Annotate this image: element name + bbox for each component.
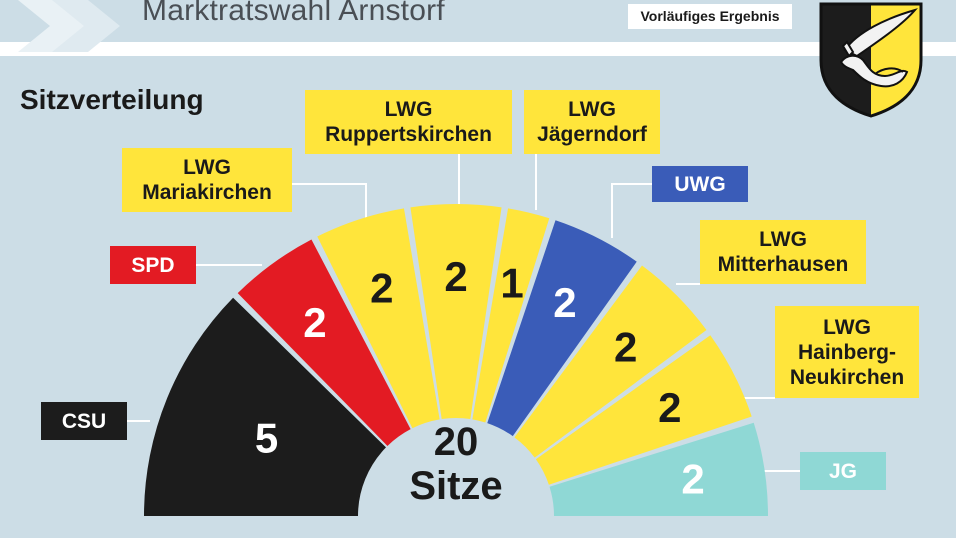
seat-number-2: 2 (370, 265, 393, 312)
party-label-1: SPD (110, 246, 196, 284)
header-divider (0, 42, 956, 56)
party-label-2-line-1: Mariakirchen (142, 181, 272, 204)
seat-slice-5 (487, 220, 637, 437)
party-label-5-line-0: UWG (674, 172, 726, 196)
total-seats: 20 Sitze (386, 420, 526, 508)
seat-number-6: 2 (614, 323, 637, 370)
label-leader-lines (127, 154, 800, 472)
party-label-3: LWG Ruppertskirchen (305, 90, 512, 154)
seat-slice-7 (535, 335, 752, 485)
total-seats-unit: Sitze (409, 464, 503, 508)
party-label-2-line-0: LWG (183, 156, 231, 179)
party-label-6: LWG Mitterhausen (700, 220, 866, 284)
seat-slice-8 (549, 422, 768, 516)
chevron-logo-icon (18, 0, 120, 52)
seat-number-1: 2 (303, 299, 326, 346)
leader-line-5 (611, 183, 652, 238)
party-label-7-line-0: LWG (823, 315, 871, 339)
party-label-4-line-1: Jägerndorf (537, 123, 647, 146)
party-label-6-line-1: Mitterhausen (717, 253, 849, 276)
seat-slice-3 (410, 204, 502, 420)
page-title: Marktratswahl Arnstorf (142, 0, 445, 27)
party-label-7-line-1: Hainberg- (797, 340, 896, 364)
seat-number-7: 2 (658, 384, 681, 431)
party-label-8-line-0: JG (828, 459, 857, 483)
seat-slice-4 (472, 208, 550, 423)
party-label-4: LWG Jägerndorf (524, 90, 660, 154)
seat-number-5: 2 (553, 279, 576, 326)
party-label-4-line-0: LWG (568, 98, 616, 121)
party-label-8: JG (800, 452, 886, 490)
party-label-1-line-0: SPD (131, 253, 175, 277)
party-label-7: LWG Hainberg- Neukirchen (775, 306, 919, 398)
seat-number-0: 5 (255, 415, 278, 462)
party-label-3-line-0: LWG (384, 98, 433, 121)
leader-line-2 (292, 183, 367, 218)
party-label-6-line-0: LWG (759, 228, 807, 251)
party-label-2: LWG Mariakirchen (122, 148, 292, 212)
party-label-0: CSU (41, 402, 127, 440)
party-label-3-line-1: Ruppertskirchen (325, 123, 492, 146)
seat-slice-2 (317, 208, 440, 429)
party-label-7-line-2: Neukirchen (789, 365, 905, 389)
party-label-0-line-0: CSU (61, 409, 107, 433)
party-label-5: UWG (652, 166, 748, 202)
coat-of-arms-icon (819, 2, 923, 118)
total-seats-number: 20 (433, 420, 479, 464)
seat-number-8: 2 (681, 455, 704, 502)
header-bar (0, 0, 956, 42)
seat-number-4: 1 (500, 260, 523, 307)
seat-slice-1 (237, 239, 411, 446)
seat-slices (144, 204, 768, 516)
seat-slice-6 (514, 265, 707, 458)
seat-slice-0 (144, 297, 386, 516)
preliminary-result-badge: Vorläufiges Ergebnis (628, 4, 792, 29)
seat-number-3: 2 (444, 253, 467, 300)
section-heading: Sitzverteilung (20, 84, 204, 115)
